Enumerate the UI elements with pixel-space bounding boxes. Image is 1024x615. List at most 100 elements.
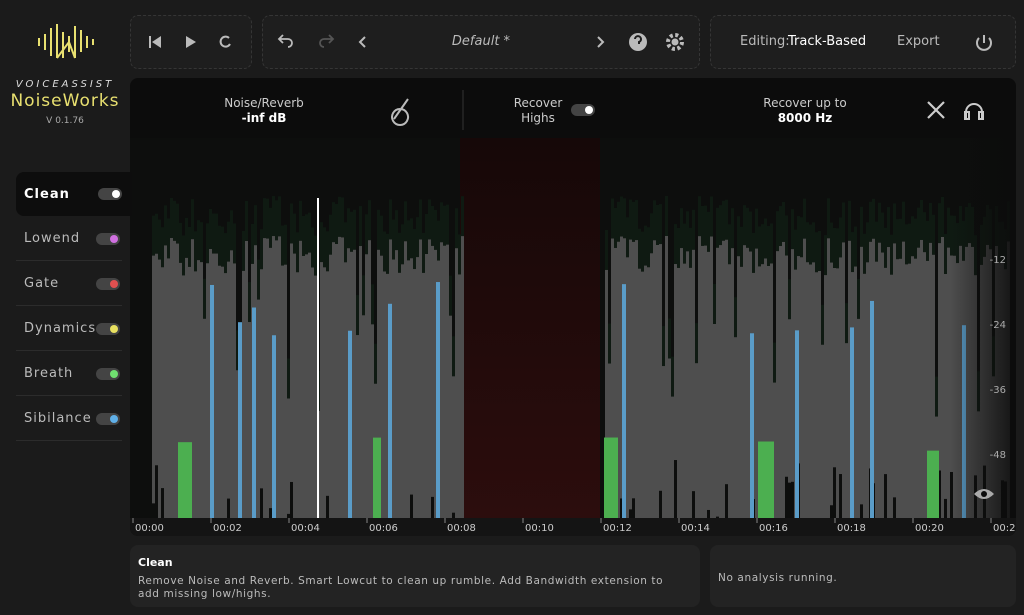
- wave-bar: [446, 244, 449, 519]
- sibilance-mark: [272, 335, 276, 536]
- wave-band: [857, 278, 860, 319]
- power-button[interactable]: [973, 32, 995, 54]
- wave-band: [236, 330, 239, 371]
- wave-band: [914, 218, 917, 259]
- time-tick-label: 00:08: [447, 523, 476, 534]
- wave-band: [671, 356, 674, 397]
- module-item[interactable]: Dynamics: [16, 307, 122, 351]
- wave-band: [614, 207, 617, 248]
- wave-band: [320, 222, 323, 263]
- undo-button[interactable]: [277, 34, 293, 48]
- wave-bar: [764, 258, 767, 518]
- next-preset-button[interactable]: [597, 36, 605, 48]
- wave-bar: [161, 267, 164, 489]
- wave-band: [797, 216, 800, 257]
- module-toggle[interactable]: [96, 277, 120, 290]
- wave-bar: [818, 270, 821, 518]
- module-item[interactable]: Lowend: [16, 217, 122, 261]
- wave-band: [689, 227, 692, 268]
- module-toggle[interactable]: [96, 322, 120, 335]
- loop-button[interactable]: [219, 35, 231, 48]
- wave-bar: [860, 246, 863, 505]
- wave-bar: [863, 273, 866, 518]
- skip-start-button[interactable]: [149, 36, 151, 48]
- module-item[interactable]: Gate: [16, 262, 122, 306]
- wave-band: [206, 223, 209, 264]
- wave-band: [674, 224, 677, 265]
- play-button[interactable]: [186, 36, 196, 48]
- wave-band: [224, 233, 227, 274]
- wave-band: [668, 318, 671, 359]
- wave-bar: [905, 264, 908, 518]
- wave-band: [809, 224, 812, 265]
- close-button[interactable]: [927, 101, 945, 119]
- wave-band: [443, 205, 446, 246]
- wave-bar: [707, 251, 710, 510]
- wave-band: [767, 226, 770, 267]
- wave-band: [296, 232, 299, 273]
- wave-bar: [179, 262, 182, 518]
- wave-bar: [932, 254, 935, 518]
- wave-bar: [686, 251, 689, 518]
- export-button[interactable]: Export: [897, 34, 940, 49]
- wave-band: [344, 222, 347, 263]
- prev-preset-button[interactable]: [358, 36, 366, 48]
- wave-band: [707, 211, 710, 252]
- transport-panel: [130, 15, 252, 69]
- edit-panel: Editing: Track-Based Export: [710, 15, 1016, 69]
- wave-bar: [680, 248, 683, 518]
- wave-band: [155, 213, 158, 254]
- preset-icons: [277, 33, 684, 51]
- wave-bar: [221, 266, 224, 518]
- wave-band: [389, 199, 392, 240]
- time-tick-label: 00:02: [213, 523, 242, 534]
- wave-band: [935, 376, 938, 417]
- wave-bar: [662, 366, 665, 518]
- wave-band: [374, 343, 377, 384]
- wave-band: [215, 213, 218, 254]
- noise-value[interactable]: -inf dB: [241, 111, 287, 125]
- module-toggle[interactable]: [96, 232, 120, 245]
- wave-bar: [632, 241, 635, 499]
- phase-button[interactable]: [391, 98, 409, 126]
- settings-button[interactable]: [666, 33, 684, 51]
- wave-bar: [377, 249, 380, 518]
- wave-band: [848, 200, 851, 241]
- wave-band: [635, 200, 638, 241]
- wave-band: [164, 205, 167, 246]
- preset-name[interactable]: Default *: [451, 34, 511, 49]
- editing-mode[interactable]: Track-Based: [788, 34, 867, 49]
- module-toggle[interactable]: [96, 412, 120, 425]
- module-label: Sibilance: [24, 411, 92, 426]
- wave-bar: [941, 236, 944, 518]
- wave-bar: [719, 245, 722, 519]
- wave-band: [617, 201, 620, 242]
- wave-bar: [206, 263, 209, 518]
- wave-band: [806, 222, 809, 263]
- wave-bar: [443, 245, 446, 518]
- module-toggle-knob: [110, 369, 118, 378]
- time-axis-bg: [130, 518, 1016, 536]
- module-item[interactable]: Clean: [16, 172, 132, 216]
- module-item[interactable]: Breath: [16, 352, 122, 396]
- info-description: Remove Noise and Reverb. Smart Lowcut to…: [138, 575, 664, 600]
- wave-band: [863, 233, 866, 274]
- wave-bar: [263, 238, 266, 518]
- sibilance-mark: [252, 307, 256, 536]
- wave-bar: [842, 242, 845, 518]
- wave-bar: [923, 252, 926, 519]
- module-toggle[interactable]: [98, 188, 122, 200]
- wave-bar: [365, 254, 368, 519]
- wave-band: [776, 211, 779, 252]
- module-item[interactable]: Sibilance: [16, 397, 122, 441]
- skip-start-icon[interactable]: [152, 36, 161, 48]
- wave-bar: [815, 272, 818, 518]
- wave-band: [278, 196, 281, 237]
- monitor-button[interactable]: [964, 103, 984, 120]
- wave-bar: [287, 398, 290, 514]
- recover-upto-value[interactable]: 8000 Hz: [777, 111, 833, 125]
- redo-button[interactable]: [319, 34, 335, 48]
- wave-band: [455, 208, 458, 249]
- module-toggle[interactable]: [96, 367, 120, 380]
- wave-band: [818, 230, 821, 271]
